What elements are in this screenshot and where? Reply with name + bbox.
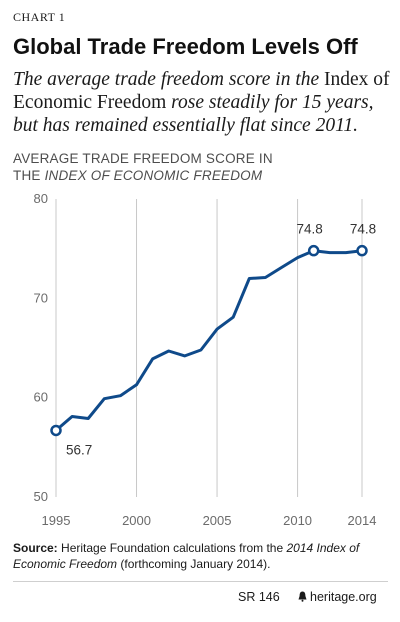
- chart-heading-line1: AVERAGE TRADE FREEDOM SCORE IN: [13, 151, 273, 166]
- series-line: [54, 249, 364, 432]
- report-id: SR 146: [238, 590, 280, 604]
- subtitle-part2: Index of Economic Freedom: [13, 69, 390, 113]
- chart-heading-italic: INDEX OF ECONOMIC FREEDOM: [44, 168, 263, 183]
- source-text1: Heritage Foundation calculations from th…: [57, 541, 287, 555]
- data-label-2: 74.8: [297, 222, 323, 237]
- chart-heading-line2: THE INDEX OF ECONOMIC FREEDOM: [13, 167, 393, 184]
- chart-heading-prefix: THE: [13, 168, 45, 183]
- data-label-3: 74.8: [350, 222, 376, 237]
- site-credit[interactable]: heritage.org: [298, 590, 377, 604]
- liberty-bell-icon: [298, 591, 307, 602]
- chart-title: Global Trade Freedom Levels Off: [13, 34, 358, 59]
- x-tick-label-2000: 2000: [122, 513, 151, 528]
- x-tick-label-2005: 2005: [203, 513, 232, 528]
- x-tick-label-2010: 2010: [283, 513, 312, 528]
- source-italic: 2014 Index of Economic Freedom: [13, 541, 360, 571]
- site-link[interactable]: heritage.org: [310, 590, 377, 604]
- subtitle-part1: The average trade freedom score in the: [13, 69, 325, 90]
- source-label: Source:: [13, 541, 58, 555]
- chart-subtitle: The average trade freedom score in the I…: [13, 68, 393, 137]
- x-tick-label-2014: 2014: [348, 513, 377, 528]
- data-point-marker-2: [307, 244, 320, 257]
- source-note: Source: Heritage Foundation calculations…: [13, 540, 388, 572]
- y-tick-label-80: 80: [34, 191, 48, 206]
- source-text2: (forthcoming January 2014).: [117, 557, 271, 571]
- chart-heading: AVERAGE TRADE FREEDOM SCORE IN THE INDEX…: [13, 150, 393, 184]
- footer-divider: [13, 581, 388, 582]
- y-tick-label-60: 60: [34, 390, 48, 405]
- data-point-marker-3: [356, 244, 368, 257]
- data-point-marker-1: [50, 424, 62, 437]
- y-tick-label-70: 70: [34, 290, 48, 305]
- subtitle-part3: rose steadily for 15 years, but has rema…: [13, 92, 374, 136]
- y-tick-label-50: 50: [34, 489, 48, 504]
- x-tick-label-1995: 1995: [42, 513, 71, 528]
- data-label-1: 56.7: [66, 442, 92, 457]
- chart-label: CHART 1: [13, 10, 66, 24]
